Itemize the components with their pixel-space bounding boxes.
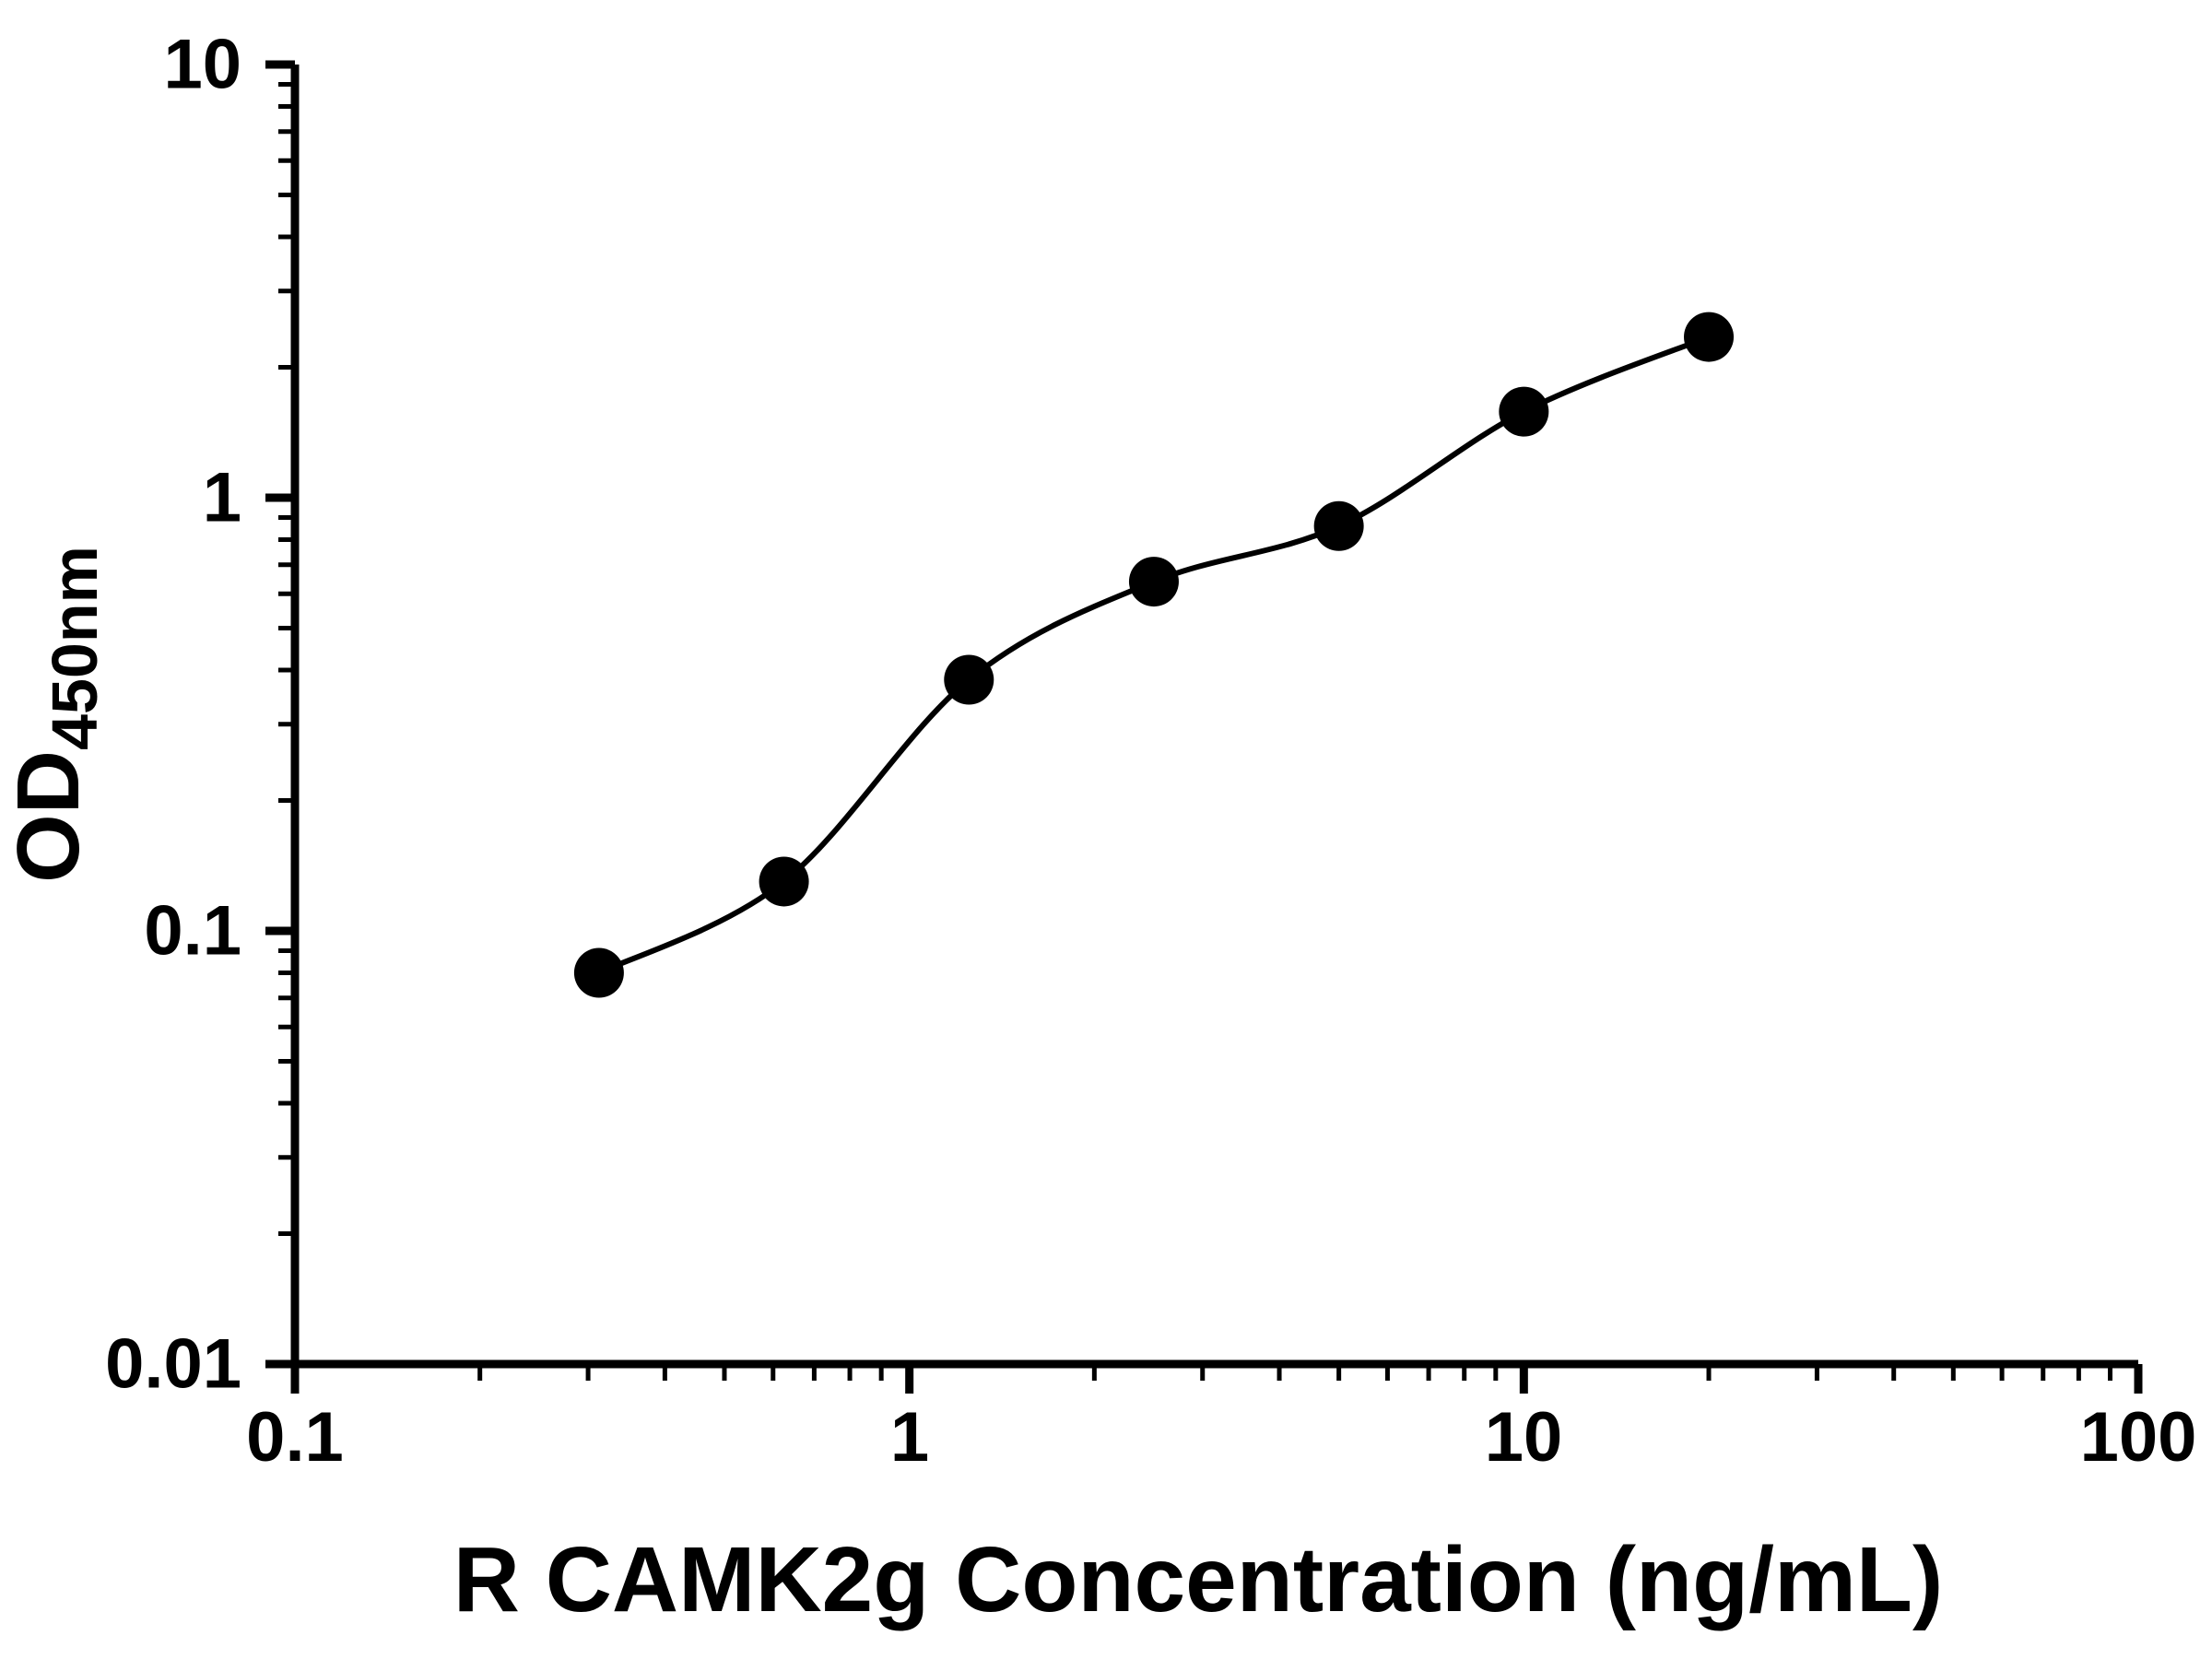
y-axis-title-subscript: 450nm xyxy=(39,546,111,750)
data-point xyxy=(1313,500,1364,551)
x-axis-title: R CAMK2g Concentration (ng/mL) xyxy=(453,1528,1944,1631)
y-axis-title-main: OD xyxy=(0,750,98,883)
data-point xyxy=(573,947,624,998)
axis-spines xyxy=(290,65,2138,1369)
y-tick-label: 10 xyxy=(163,26,241,104)
y-tick-label: 0.01 xyxy=(105,1325,241,1404)
y-tick-label: 0.1 xyxy=(144,892,241,971)
data-point xyxy=(1128,557,1179,607)
y-tick-label: 1 xyxy=(203,459,241,537)
data-point xyxy=(1499,386,1549,437)
x-tick-label: 100 xyxy=(2080,1398,2197,1477)
data-point xyxy=(944,654,994,705)
data-point xyxy=(1684,312,1735,362)
x-tick-label: 0.1 xyxy=(246,1398,344,1477)
x-tick-label: 1 xyxy=(890,1398,929,1477)
x-tick-label: 10 xyxy=(1485,1398,1563,1477)
data-point xyxy=(759,856,809,907)
y-axis-title: OD450nm xyxy=(0,546,111,883)
plot-area xyxy=(265,60,2143,1394)
